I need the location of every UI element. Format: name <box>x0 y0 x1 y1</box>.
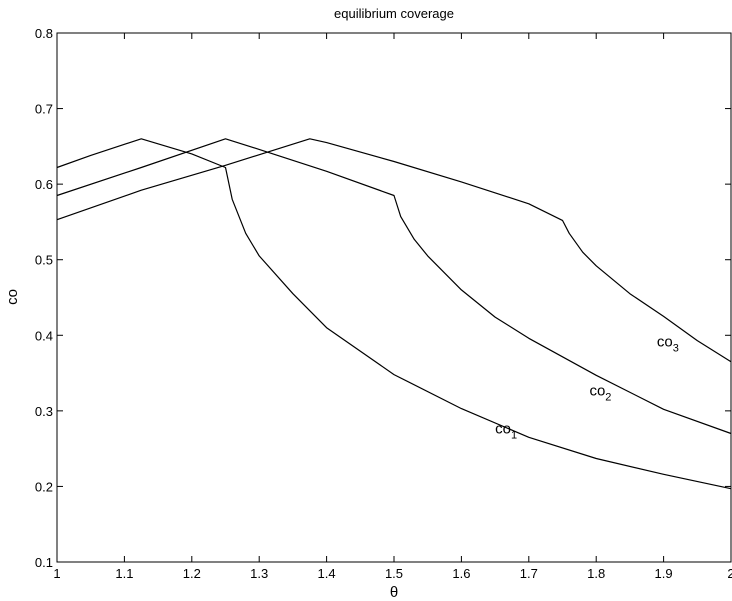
x-tick-label: 1.3 <box>250 566 268 581</box>
series-line-1 <box>56 138 732 490</box>
ticks: 1 1.1 1.2 1.3 1.4 1.5 1.6 1.7 1.8 1.9 2 0.1 0.2 0.3 0.… <box>35 26 732 581</box>
y-axis-label: co <box>4 289 21 305</box>
series-label-1: co1 <box>495 421 517 442</box>
x-tick-label: 1.9 <box>655 566 673 581</box>
x-tick-label: 1.8 <box>587 566 605 581</box>
series-label-3: co3 <box>657 334 679 355</box>
series-label-2: co2 <box>589 383 611 404</box>
series-lines <box>56 138 732 490</box>
y-tick-label: 0.5 <box>35 253 53 268</box>
y-tick-label: 0.7 <box>35 102 53 117</box>
y-tick-label: 0.8 <box>35 26 53 41</box>
x-tick-label: 2 <box>727 566 732 581</box>
x-tick-label: 1.5 <box>385 566 403 581</box>
chart-title: equilibrium coverage <box>334 6 454 21</box>
y-tick-label: 0.3 <box>35 404 53 419</box>
y-tick-label: 0.2 <box>35 479 53 494</box>
plot-frame <box>56 32 732 563</box>
y-tick-label: 0.6 <box>35 177 53 192</box>
x-axis-label: θ <box>390 584 398 601</box>
y-tick-label: 0.4 <box>35 328 53 343</box>
series-labels: co1 co2 co3 <box>495 334 679 442</box>
series-line-2 <box>56 138 732 435</box>
x-tick-label: 1.7 <box>520 566 538 581</box>
x-tick-label: 1 <box>53 566 60 581</box>
series-line-3 <box>56 138 732 363</box>
x-tick-label: 1.2 <box>183 566 201 581</box>
x-tick-label: 1.1 <box>115 566 133 581</box>
x-tick-label: 1.4 <box>318 566 336 581</box>
x-tick-label: 1.6 <box>452 566 470 581</box>
y-tick-label: 0.1 <box>35 555 53 570</box>
